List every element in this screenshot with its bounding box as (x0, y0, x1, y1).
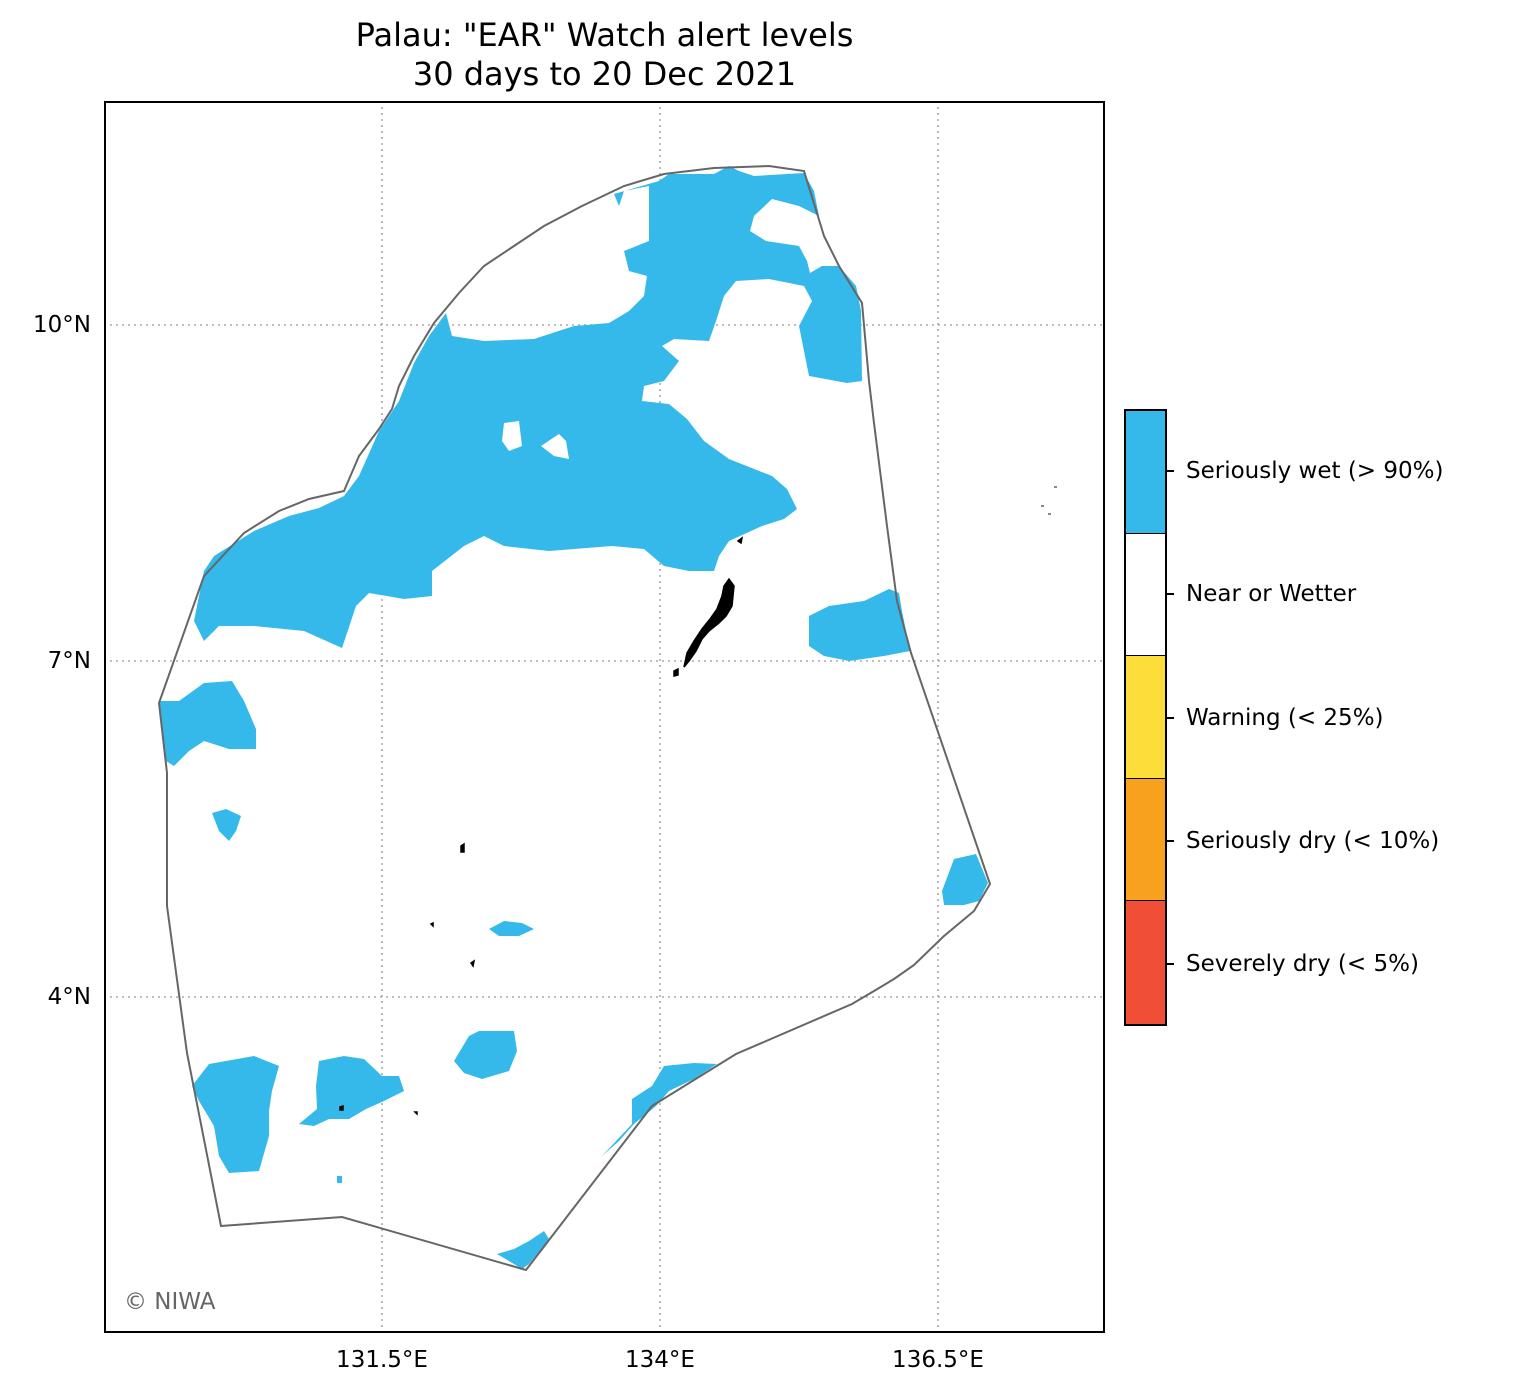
legend-label: Seriously wet (> 90%) (1186, 457, 1444, 484)
island-tobi (339, 1104, 344, 1111)
legend-swatch (1126, 778, 1165, 902)
island-main-palau (683, 577, 735, 668)
lat-tick-7n: 7°N (47, 648, 91, 674)
island-sonsorol-1 (460, 842, 465, 853)
islet-east-2 (1041, 505, 1044, 507)
copyright-label: © NIWA (124, 1289, 216, 1315)
wet-region-southeast (942, 854, 988, 905)
map-subtitle: 30 days to 20 Dec 2021 (412, 55, 797, 93)
lat-tick-4n: 4°N (47, 984, 91, 1010)
map-title: Palau: "EAR" Watch alert levels (355, 16, 854, 54)
map-canvas (104, 101, 1105, 1333)
wet-region-dot (337, 1176, 342, 1183)
legend-tick (1167, 593, 1174, 596)
wet-region-south-4 (602, 1063, 717, 1156)
wet-region-west-1 (159, 681, 256, 766)
legend-label: Severely dry (< 5%) (1186, 951, 1419, 978)
lon-tick-131-5e: 131.5°E (336, 1347, 428, 1373)
legend-label: Seriously dry (< 10%) (1186, 827, 1440, 854)
island-helen (413, 1111, 418, 1116)
lon-tick-136-5e: 136.5°E (892, 1347, 984, 1373)
islet-east-3 (1048, 513, 1051, 515)
wet-region-south-3 (454, 1031, 517, 1079)
wet-region-small-1 (489, 921, 534, 936)
legend-swatch (1126, 656, 1165, 779)
wet-region-west-2 (212, 809, 241, 841)
legend-swatch (1126, 533, 1165, 657)
island-pulo-anna (469, 959, 476, 968)
island-sonsorol-2 (429, 921, 434, 928)
legend-swatch (1126, 411, 1165, 534)
wet-hole-b (541, 434, 569, 459)
legend-tick (1167, 963, 1174, 966)
eez-boundary (157, 164, 992, 1272)
wet-hole-a (502, 421, 522, 451)
wet-region-south-2 (299, 1056, 404, 1126)
wet-region-south-1 (192, 1056, 279, 1173)
land-islands (339, 536, 744, 1116)
islet-east-1 (1054, 486, 1057, 488)
legend-tick (1167, 469, 1174, 472)
wet-region-north (194, 166, 862, 648)
legend-label: Near or Wetter (1186, 581, 1357, 608)
island-kayangel (736, 536, 744, 545)
wet-region-south-5 (497, 1231, 549, 1269)
legend-swatch (1126, 901, 1165, 1024)
island-angaur (673, 667, 679, 677)
lon-tick-134e: 134°E (625, 1347, 695, 1373)
legend-label: Warning (< 25%) (1186, 704, 1384, 731)
legend-colorbar (1124, 409, 1167, 1026)
legend-tick (1167, 839, 1174, 842)
seriously-wet-regions (159, 166, 988, 1269)
legend-tick (1167, 716, 1174, 719)
far-east-islets (1041, 486, 1057, 515)
map-frame (104, 101, 1105, 1333)
wet-region-east (809, 589, 910, 661)
lat-tick-10n: 10°N (33, 312, 91, 338)
